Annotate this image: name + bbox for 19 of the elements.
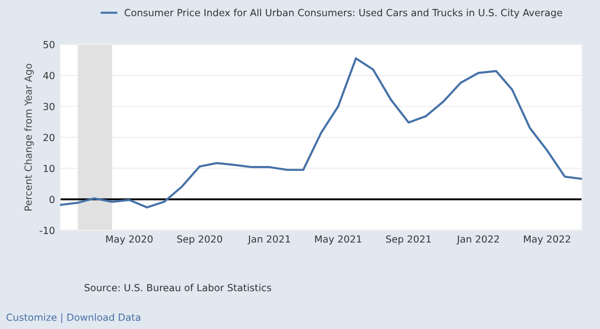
- y-tick-label: 30: [44, 102, 54, 110]
- source-note: Source: U.S. Bureau of Labor Statistics: [84, 284, 272, 292]
- y-tick-label: 0: [50, 196, 54, 204]
- legend-label: Consumer Price Index for All Urban Consumers: Used Cars and Trucks in U.S. City Average: [124, 8, 562, 18]
- x-tick-label: Jan 2022: [456, 235, 499, 244]
- x-tick-label: May 2022: [524, 235, 570, 245]
- line-series: [60, 57, 582, 208]
- y-axis-title: Percent Change from Year Ago: [24, 64, 34, 210]
- y-tick-label: 20: [43, 134, 54, 142]
- x-tick-label: May 2020: [106, 235, 153, 245]
- y-tick-label: 40: [43, 72, 54, 80]
- x-tick-label: Sep 2021: [386, 235, 431, 245]
- x-tick-label: Sep 2020: [177, 235, 222, 245]
- y-tick-label: -10: [40, 226, 54, 234]
- y-tick-label: 10: [44, 164, 54, 172]
- x-tick-label: May 2021: [315, 235, 362, 245]
- x-tick-label: Jan 2021: [248, 235, 290, 244]
- text: Customize | Download Data: [6, 313, 140, 324]
- y-tick-label: 50: [44, 40, 54, 48]
